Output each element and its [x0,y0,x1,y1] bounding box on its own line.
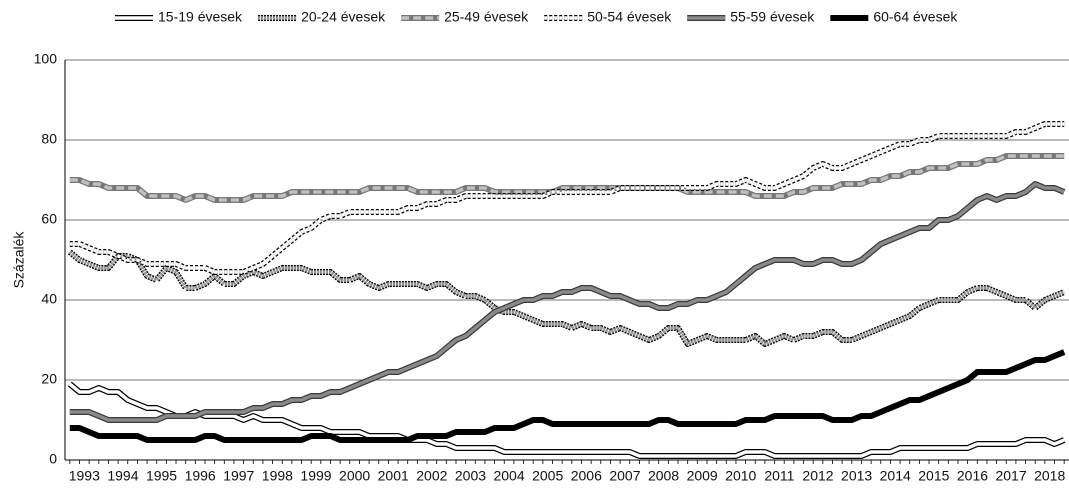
x-tick-label: 1995 [146,468,177,484]
y-tick-label: 60 [41,211,57,227]
line-outline [67,381,1066,459]
x-tick-label: 1997 [223,468,254,484]
y-tick-label: 80 [41,131,57,147]
y-axis-label: Százalék [11,231,27,289]
x-tick-label: 2009 [687,468,718,484]
x-tick-label: 2002 [416,468,447,484]
line [69,182,1065,422]
x-tick-label: 2014 [880,468,911,484]
y-tick-label: 100 [34,51,58,67]
x-tick-label: 1994 [107,468,138,484]
legend-label: 25-49 évesek [444,9,529,25]
x-tick-label: 2005 [532,468,563,484]
y-tick-label: 0 [49,451,57,467]
y-tick-label: 40 [41,291,57,307]
x-tick-label: 2003 [455,468,486,484]
y-tick-label: 20 [41,371,57,387]
x-tick-label: 2017 [995,468,1026,484]
x-tick-label: 2011 [764,468,794,484]
x-tick-label: 2016 [957,468,988,484]
x-tick-label: 2012 [802,468,833,484]
x-tick-label: 2007 [609,468,640,484]
x-tick-label: 2006 [571,468,602,484]
x-tick-label: 2013 [841,468,872,484]
x-tick-label: 1996 [185,468,216,484]
line [68,382,1065,458]
x-tick-label: 2001 [378,468,409,484]
line [69,122,1065,274]
line [69,154,1065,202]
legend-label: 60-64 évesek [873,9,958,25]
legend-label: 55-59 évesek [730,9,815,25]
x-tick-label: 2018 [1034,468,1065,484]
x-tick-label: 2008 [648,468,679,484]
x-tick-label: 2004 [493,468,524,484]
x-tick-label: 1999 [300,468,331,484]
line-outline [67,249,1066,347]
legend-label: 50-54 évesek [587,9,672,25]
x-tick-label: 1993 [69,468,100,484]
x-tick-label: 2010 [725,468,756,484]
line [68,250,1065,346]
legend-label: 20-24 évesek [301,9,386,25]
x-tick-label: 1998 [262,468,293,484]
x-tick-label: 2015 [918,468,949,484]
legend-label: 15-19 évesek [158,9,243,25]
x-tick-label: 2000 [339,468,370,484]
line-outline [69,181,1066,423]
line [69,349,1066,443]
